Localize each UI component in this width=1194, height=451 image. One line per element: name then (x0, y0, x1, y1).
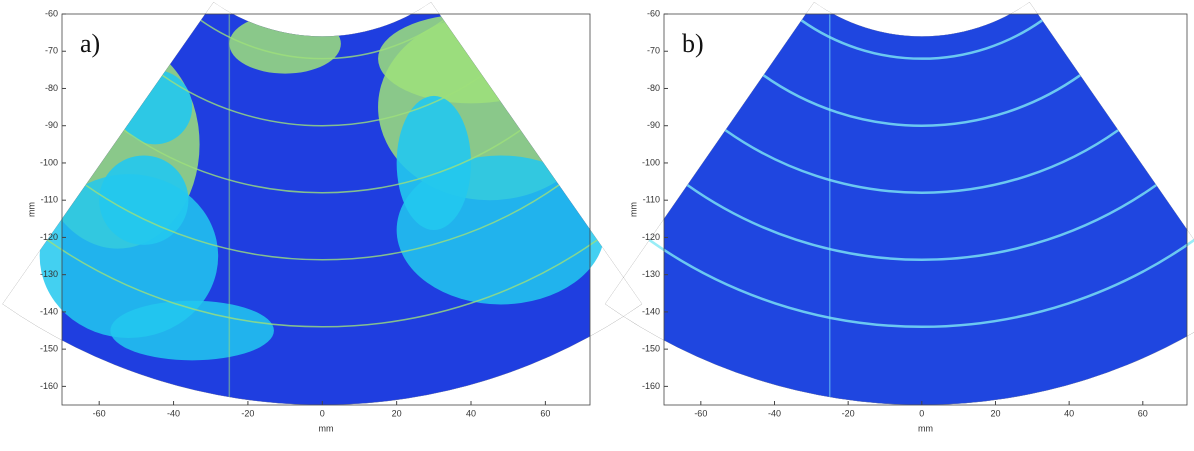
x-tick-label: -60 (694, 408, 707, 418)
image-panel (2, 1, 643, 406)
x-tick-label: 20 (990, 408, 1000, 418)
x-tick-label: -40 (167, 408, 180, 418)
x-tick-label: -20 (241, 408, 254, 418)
image-blob (396, 95, 472, 230)
x-tick-label: -20 (842, 408, 855, 418)
y-tick-label: -70 (647, 46, 660, 56)
y-tick-label: -90 (45, 120, 58, 130)
x-tick-label: 60 (540, 408, 550, 418)
echo-arc (648, 238, 1194, 328)
echo-arc (161, 74, 483, 127)
x-tick-label: 20 (392, 408, 402, 418)
echo-arc (123, 129, 522, 194)
y-tick-label: -100 (40, 157, 58, 167)
y-tick-label: -110 (643, 195, 660, 205)
x-tick-label: 0 (320, 408, 325, 418)
axes-frame (663, 13, 1188, 406)
echo-arc (724, 129, 1120, 194)
x-tick-label: 40 (1064, 408, 1074, 418)
y-tick-label: -130 (642, 269, 660, 279)
y-tick-label: -80 (45, 83, 58, 93)
image-panel (604, 1, 1194, 405)
y-tick-label: -120 (40, 232, 58, 242)
y-tick-label: -160 (642, 381, 660, 391)
echo-arc (200, 19, 445, 60)
image-shade (664, 14, 1187, 405)
y-axis-label: mm (628, 202, 638, 217)
x-tick-label: 60 (1138, 408, 1148, 418)
x-axis-label: mm (319, 423, 334, 433)
y-tick-label: -80 (647, 83, 660, 93)
y-tick-label: -120 (642, 232, 660, 242)
y-tick-label: -130 (40, 269, 58, 279)
axes-frame (61, 13, 591, 406)
y-tick-label: -140 (642, 306, 660, 316)
echo-arc (686, 183, 1158, 262)
y-tick-label: -60 (647, 8, 660, 18)
y-tick-label: -100 (642, 157, 660, 167)
y-tick-label: -150 (642, 344, 660, 354)
y-tick-label: -160 (40, 381, 58, 391)
x-tick-label: 40 (466, 408, 476, 418)
y-tick-label: -90 (647, 120, 660, 130)
image-blob (110, 300, 274, 361)
echo-arc (85, 184, 560, 261)
image-blob (99, 155, 189, 245)
x-tick-label: 0 (919, 408, 924, 418)
y-axis-label: mm (26, 202, 36, 217)
y-tick-label: -150 (40, 344, 58, 354)
x-tick-label: -40 (768, 408, 781, 418)
echo-arc (800, 19, 1043, 60)
y-tick-label: -60 (45, 8, 58, 18)
image-blob (378, 14, 564, 104)
x-axis-label: mm (918, 423, 933, 433)
echo-arc (762, 74, 1081, 127)
y-tick-label: -140 (40, 306, 58, 316)
image-blob (229, 14, 341, 74)
echo-arc (46, 239, 598, 328)
panel-label: b) (682, 29, 704, 58)
y-tick-label: -110 (41, 195, 58, 205)
x-tick-label: -60 (93, 408, 106, 418)
panel-label: a) (80, 29, 100, 58)
y-tick-label: -70 (45, 46, 58, 56)
